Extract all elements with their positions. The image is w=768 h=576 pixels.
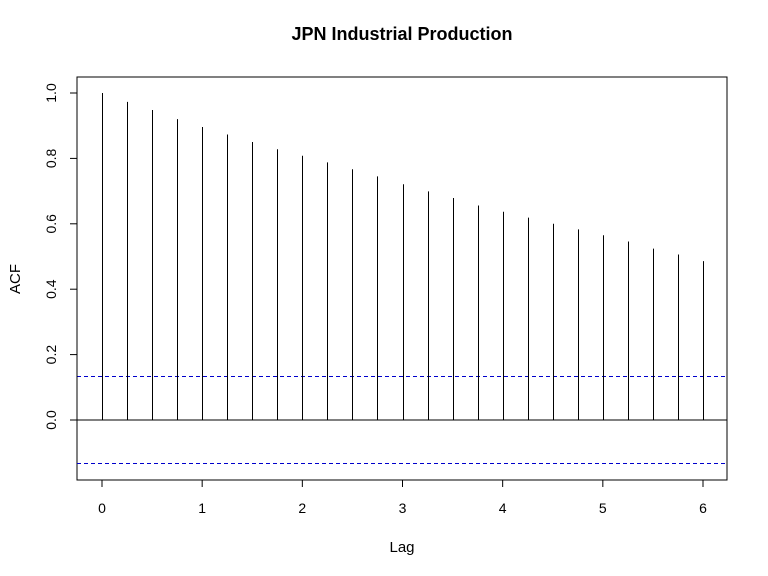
y-tick-label: 0.8 bbox=[43, 148, 59, 168]
x-tick-label: 2 bbox=[298, 500, 306, 516]
y-tick-label: 0.2 bbox=[43, 345, 59, 365]
x-tick-label: 5 bbox=[599, 500, 607, 516]
x-tick-label: 0 bbox=[98, 500, 106, 516]
y-tick-label: 0.4 bbox=[43, 279, 59, 299]
chart-title: JPN Industrial Production bbox=[291, 24, 512, 44]
x-tick-label: 1 bbox=[198, 500, 206, 516]
x-axis-label: Lag bbox=[389, 539, 414, 556]
y-tick-label: 1.0 bbox=[43, 83, 59, 103]
y-tick-label: 0.0 bbox=[43, 410, 59, 430]
x-tick-label: 3 bbox=[399, 500, 407, 516]
y-axis-label: ACF bbox=[7, 264, 24, 294]
x-tick-label: 6 bbox=[699, 500, 707, 516]
y-tick-label: 0.6 bbox=[43, 214, 59, 234]
x-tick-label: 4 bbox=[499, 500, 507, 516]
